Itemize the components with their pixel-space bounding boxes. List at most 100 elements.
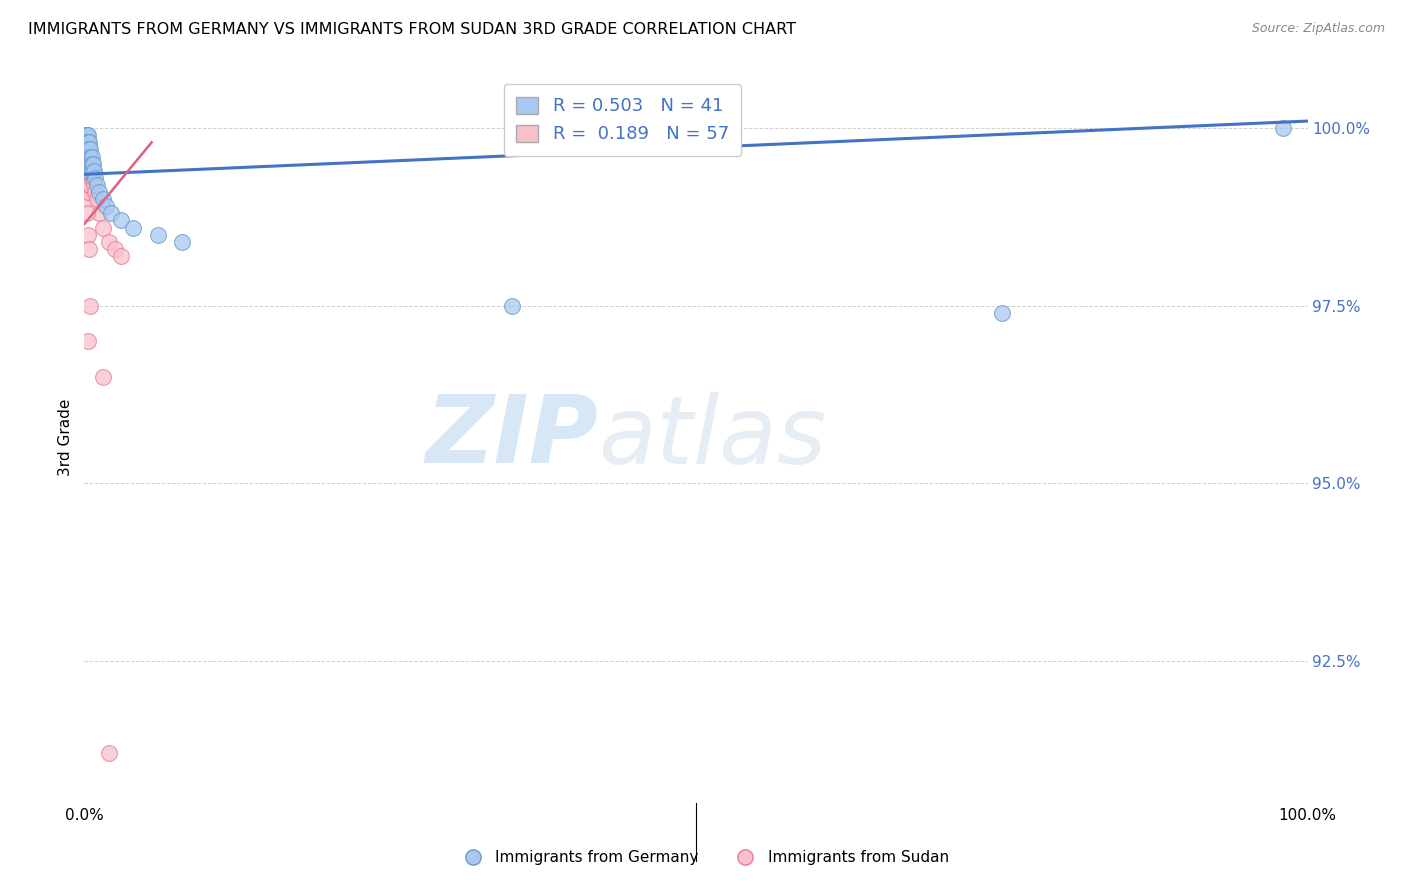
Point (75, 170, 97, 185)
Point (76, 136, 98, 150)
Point (77, 156, 100, 170)
Point (77, 163, 100, 178)
Point (76, 163, 98, 178)
Point (77, 163, 100, 178)
Point (83, 178, 105, 192)
Point (77, 227, 100, 242)
Point (77, 143, 100, 157)
Point (991, 306, 1014, 320)
Point (97, 235, 120, 249)
Point (110, 213, 132, 227)
Point (75, 143, 97, 157)
Point (79, 150, 101, 164)
Point (77, 136, 100, 150)
Point (82, 170, 104, 185)
Point (76, 192, 98, 206)
Point (79, 143, 101, 157)
Point (77, 170, 100, 185)
Point (76, 150, 98, 164)
Point (82, 163, 104, 178)
Point (79, 163, 101, 178)
Point (76, 170, 98, 185)
Point (146, 227, 169, 242)
Point (76, 185, 98, 199)
Text: ZIP: ZIP (425, 391, 598, 483)
Point (75, 128, 97, 143)
Point (79, 170, 101, 185)
Text: IMMIGRANTS FROM GERMANY VS IMMIGRANTS FROM SUDAN 3RD GRADE CORRELATION CHART: IMMIGRANTS FROM GERMANY VS IMMIGRANTS FR… (28, 22, 796, 37)
Point (77, 136, 100, 150)
Point (77, 143, 100, 157)
Point (76, 128, 98, 143)
Point (77, 143, 100, 157)
Y-axis label: 3rd Grade: 3rd Grade (58, 399, 73, 475)
Point (77, 136, 100, 150)
Point (77, 334, 100, 349)
Point (79, 150, 101, 164)
Point (87, 206, 110, 220)
Point (77, 156, 100, 170)
Point (77, 143, 100, 157)
Point (80, 163, 103, 178)
Point (77, 128, 100, 143)
Point (79, 299, 101, 313)
Point (76, 136, 98, 150)
Point (79, 156, 101, 170)
Point (75, 136, 97, 150)
Point (76, 143, 98, 157)
Point (87, 185, 110, 199)
Point (80, 156, 103, 170)
Point (96, 199, 118, 213)
Point (77, 242, 100, 256)
Point (77, 170, 100, 185)
Point (75, 143, 97, 157)
Point (83, 163, 105, 178)
Point (80, 163, 103, 178)
Point (76, 206, 98, 220)
Point (76, 128, 98, 143)
Point (104, 242, 127, 256)
Point (77, 150, 100, 164)
Text: atlas: atlas (598, 392, 827, 483)
Point (77, 150, 100, 164)
Point (84, 170, 107, 185)
Point (75, 178, 97, 192)
Point (91, 220, 114, 235)
Point (97, 746, 120, 760)
Point (172, 235, 194, 249)
Point (75, 128, 97, 143)
Point (77, 150, 100, 164)
Point (76, 178, 98, 192)
Point (75, 136, 97, 150)
Point (1272, 121, 1295, 136)
Point (91, 192, 114, 206)
Point (75, 163, 97, 178)
Point (77, 156, 100, 170)
Point (110, 249, 132, 263)
Text: Source: ZipAtlas.com: Source: ZipAtlas.com (1251, 22, 1385, 36)
Point (77, 163, 100, 178)
Point (77, 178, 100, 192)
Legend: R = 0.503   N = 41, R =  0.189   N = 57: R = 0.503 N = 41, R = 0.189 N = 57 (503, 84, 741, 156)
Point (77, 156, 100, 170)
Point (502, 299, 524, 313)
Point (76, 143, 98, 157)
Point (77, 143, 100, 157)
Point (76, 156, 98, 170)
Point (75, 150, 97, 164)
Point (80, 150, 103, 164)
Point (82, 156, 104, 170)
Legend: Immigrants from Germany, Immigrants from Sudan: Immigrants from Germany, Immigrants from… (451, 844, 955, 871)
Point (91, 369, 114, 384)
Point (79, 156, 101, 170)
Point (77, 185, 100, 199)
Point (84, 185, 107, 199)
Point (77, 136, 100, 150)
Point (77, 178, 100, 192)
Point (86, 192, 108, 206)
Point (100, 206, 122, 220)
Point (80, 170, 103, 185)
Point (122, 220, 145, 235)
Point (77, 163, 100, 178)
Point (86, 178, 108, 192)
